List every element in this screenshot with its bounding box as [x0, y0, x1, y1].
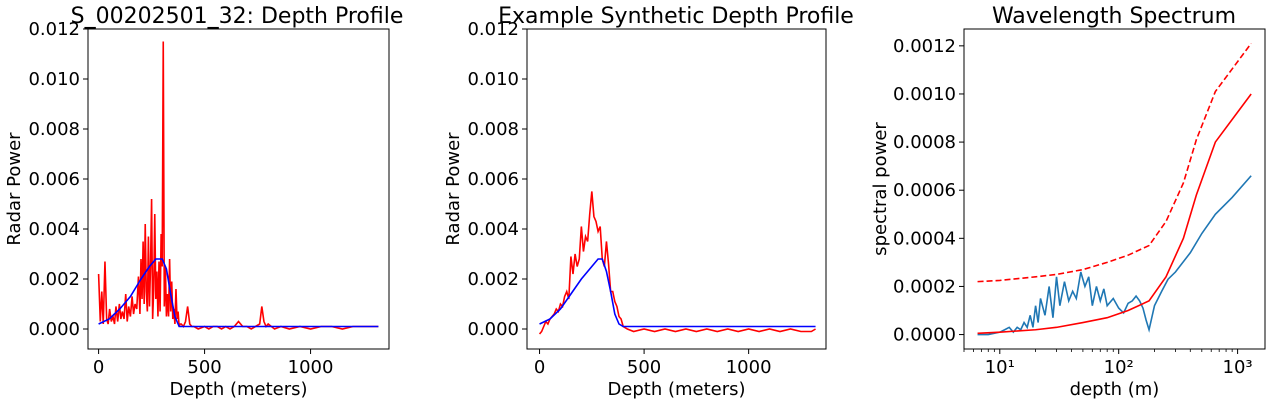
y-tick-label: 0.0006 — [893, 180, 956, 201]
chart-2: 0 500 1000 0.000 0.002 0.004 0.006 0.008 0.010 0.… — [443, 4, 854, 400]
chart-3: 10¹ 10² 10³ 0.0000 0.0002 0.0004 0.0006 0.0008 0… — [870, 4, 1266, 400]
x-tick-label: 500 — [187, 357, 221, 378]
y-tick-label: 0.0000 — [893, 325, 956, 346]
x-tick-label: 0 — [93, 357, 104, 378]
y-tick-label: 0.008 — [28, 119, 80, 140]
y-axis-label: Radar Power — [443, 132, 464, 246]
series-line-1 — [97, 41, 379, 330]
x-axis-label: Depth (meters) — [607, 379, 745, 400]
x-tick-label: 10¹ — [985, 357, 1015, 378]
x-tick-label: 500 — [627, 357, 661, 378]
series-line-1 — [977, 175, 1252, 336]
x-tick-label: 1000 — [726, 357, 772, 378]
chart-1: 0 500 1000 0.000 0.002 0.004 0.006 0.008 0.010 0.… — [4, 4, 403, 400]
y-tick-label: 0.0008 — [893, 132, 956, 153]
y-axis-label: spectral power — [870, 122, 891, 256]
chart-title: S_00202501_32: Depth Profile — [71, 4, 404, 29]
series-line-3 — [977, 42, 1252, 283]
y-tick-label: 0.0004 — [893, 228, 956, 249]
y-tick-label: 0.012 — [467, 19, 519, 40]
series-line-1 — [538, 191, 816, 335]
x-axis-label: depth (m) — [1070, 379, 1160, 400]
series-line-2 — [977, 93, 1252, 335]
chart-title: Example Synthetic Depth Profile — [498, 4, 854, 29]
y-tick-label: 0.006 — [467, 169, 519, 190]
y-tick-label: 0.010 — [467, 69, 519, 90]
y-tick-label: 0.0002 — [893, 276, 956, 297]
x-axis-label: Depth (meters) — [169, 379, 307, 400]
axes-frame — [87, 28, 390, 350]
y-tick-label: 0.004 — [467, 219, 519, 240]
axes-frame — [526, 28, 827, 350]
y-tick-label: 0.000 — [467, 319, 519, 340]
y-tick-label: 0.0012 — [893, 36, 956, 57]
y-axis-label: Radar Power — [4, 132, 25, 246]
x-tick-label: 10³ — [1223, 357, 1253, 378]
y-tick-label: 0.006 — [28, 169, 80, 190]
axes-frame — [963, 28, 1266, 350]
y-tick-label: 0.000 — [28, 319, 80, 340]
y-tick-label: 0.002 — [28, 269, 80, 290]
y-tick-label: 0.010 — [28, 69, 80, 90]
y-tick-label: 0.004 — [28, 219, 80, 240]
x-tick-label: 0 — [534, 357, 545, 378]
y-tick-label: 0.0010 — [893, 84, 956, 105]
x-tick-label: 10² — [1104, 357, 1134, 378]
x-tick-label: 1000 — [288, 357, 334, 378]
series-line-2 — [539, 258, 816, 328]
y-tick-label: 0.002 — [467, 269, 519, 290]
y-tick-label: 0.012 — [28, 19, 80, 40]
chart-title: Wavelength Spectrum — [992, 4, 1236, 29]
y-tick-label: 0.008 — [467, 119, 519, 140]
series-line-2 — [98, 258, 379, 328]
